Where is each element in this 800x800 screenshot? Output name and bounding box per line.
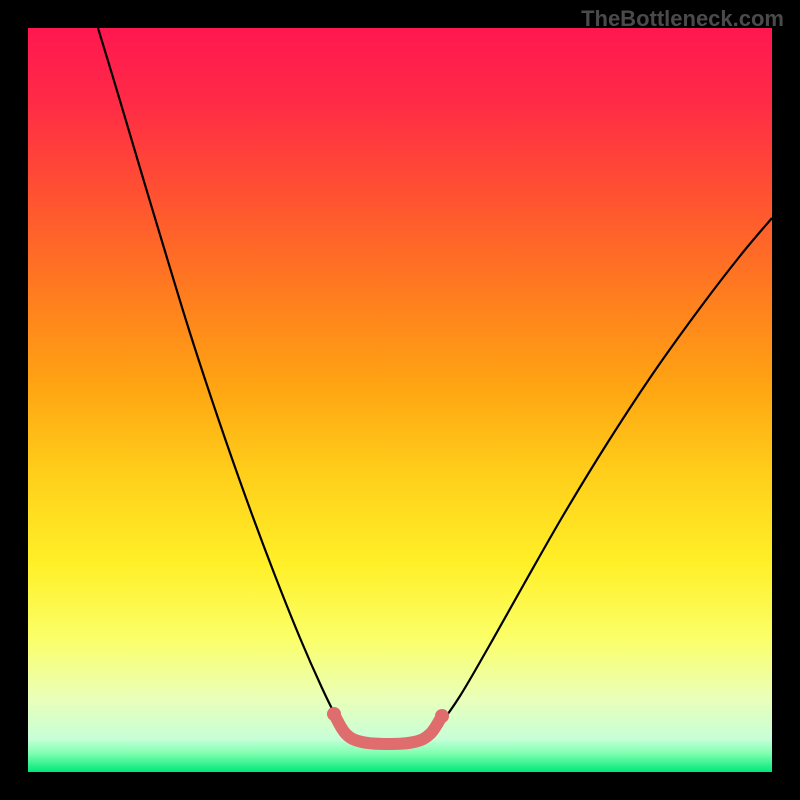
curve-left-branch [98, 28, 348, 734]
bottom-marker-end-left [327, 707, 341, 721]
bottom-marker-end-right [435, 709, 449, 723]
curve-layer [0, 0, 800, 800]
bottom-marker [334, 714, 442, 744]
curve-right-branch [428, 218, 772, 734]
chart-canvas: TheBottleneck.com [0, 0, 800, 800]
watermark-label: TheBottleneck.com [581, 6, 784, 32]
